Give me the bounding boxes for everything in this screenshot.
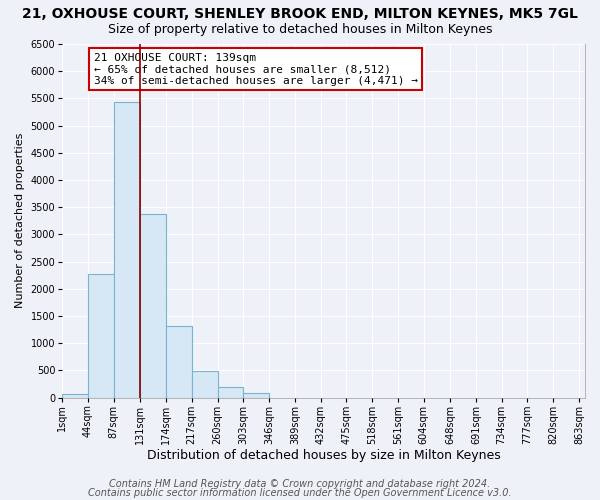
Bar xyxy=(140,214,166,398)
Bar xyxy=(88,274,114,398)
Bar xyxy=(243,394,269,398)
Bar xyxy=(218,388,243,398)
Bar xyxy=(62,394,88,398)
Y-axis label: Number of detached properties: Number of detached properties xyxy=(15,133,25,308)
Bar xyxy=(166,326,192,398)
X-axis label: Distribution of detached houses by size in Milton Keynes: Distribution of detached houses by size … xyxy=(147,450,500,462)
Text: 21 OXHOUSE COURT: 139sqm
← 65% of detached houses are smaller (8,512)
34% of sem: 21 OXHOUSE COURT: 139sqm ← 65% of detach… xyxy=(94,53,418,86)
Bar xyxy=(192,372,218,398)
Text: Size of property relative to detached houses in Milton Keynes: Size of property relative to detached ho… xyxy=(108,22,492,36)
Text: 21, OXHOUSE COURT, SHENLEY BROOK END, MILTON KEYNES, MK5 7GL: 21, OXHOUSE COURT, SHENLEY BROOK END, MI… xyxy=(22,8,578,22)
Bar xyxy=(114,102,140,398)
Text: Contains HM Land Registry data © Crown copyright and database right 2024.: Contains HM Land Registry data © Crown c… xyxy=(109,479,491,489)
Text: Contains public sector information licensed under the Open Government Licence v3: Contains public sector information licen… xyxy=(88,488,512,498)
